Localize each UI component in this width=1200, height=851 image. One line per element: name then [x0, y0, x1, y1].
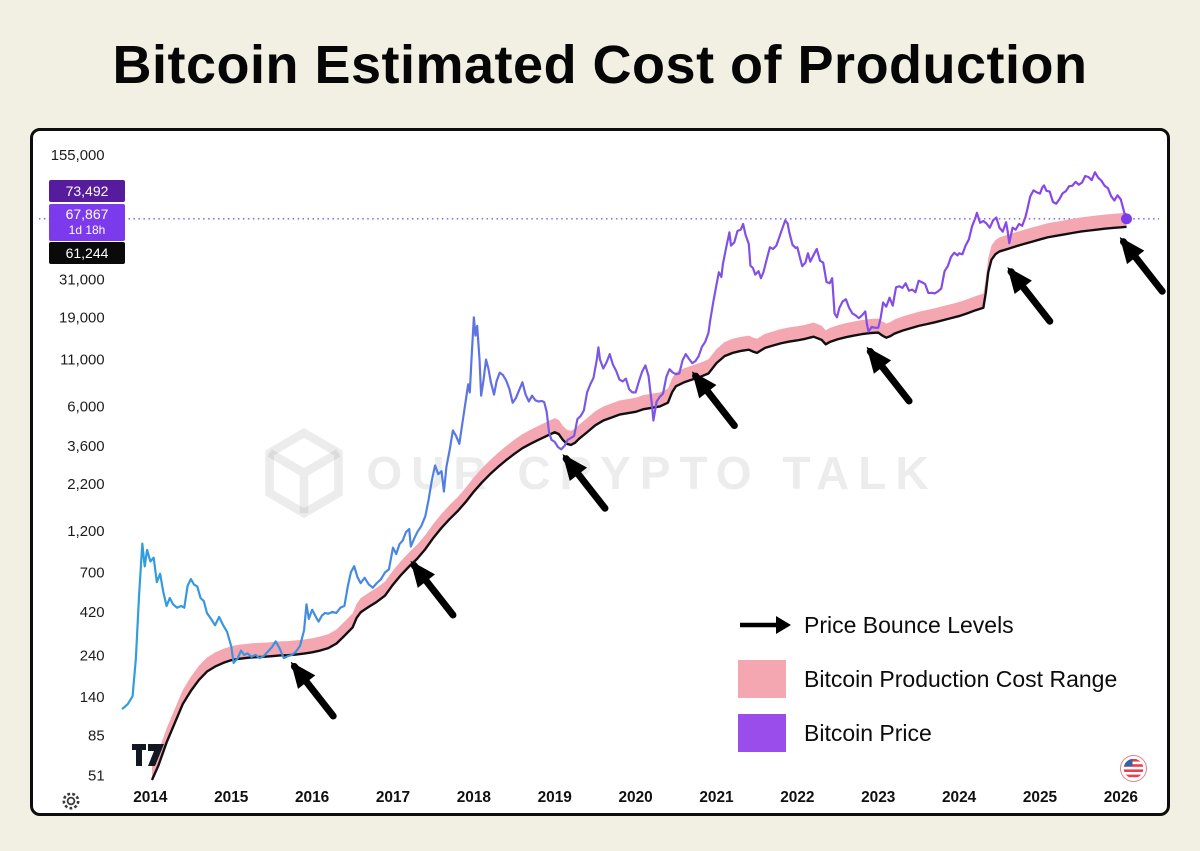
- legend-item-cost-range: Bitcoin Production Cost Range: [738, 659, 1117, 699]
- x-axis-tick-label: 2025: [1023, 789, 1058, 806]
- y-axis-tick-label: 420: [80, 606, 105, 622]
- y-axis-tick-label: 31,000: [59, 273, 105, 289]
- x-axis-tick-label: 2016: [295, 789, 329, 806]
- price-badge-current: 67,867 1d 18h: [49, 204, 125, 242]
- x-axis-tick-label: 2026: [1104, 789, 1138, 806]
- y-axis-tick-label: 85: [88, 729, 105, 745]
- page-title: Bitcoin Estimated Cost of Production: [112, 35, 1088, 95]
- legend-label-bitcoin-price: Bitcoin Price: [804, 719, 932, 746]
- y-axis-tick-label: 2,200: [67, 477, 104, 493]
- x-axis-tick-label: 2019: [538, 789, 572, 806]
- y-axis-tick-label: 6,000: [67, 400, 104, 416]
- bitcoin-price-line: [121, 171, 1128, 711]
- bitcoin-price-swatch: [738, 714, 786, 753]
- x-axis-tick-label: 2020: [618, 789, 652, 806]
- bounce-arrow: [866, 347, 913, 405]
- legend-item-bounce-levels: Price Bounce Levels: [738, 605, 1117, 645]
- bounce-arrow: [691, 371, 738, 430]
- x-axis-tick-label: 2018: [457, 789, 492, 806]
- x-axis-tick-label: 2022: [780, 789, 814, 806]
- us-flag-icon: [1120, 755, 1147, 787]
- chart-legend: Price Bounce Levels Bitcoin Production C…: [738, 605, 1117, 767]
- cost-range-swatch: [738, 660, 786, 699]
- y-axis-tick-label: 1,200: [67, 524, 104, 540]
- current-price-value: 67,867: [65, 206, 109, 223]
- x-axis-tick-label: 2021: [699, 789, 734, 806]
- bounce-arrow: [1007, 267, 1054, 326]
- y-axis-tick-label: 140: [80, 691, 105, 707]
- bounce-arrow: [410, 561, 457, 619]
- legend-item-bitcoin-price: Bitcoin Price: [738, 713, 1117, 753]
- x-axis-tick-label: 2015: [214, 789, 249, 806]
- last-price-dot: [1121, 213, 1132, 225]
- y-axis-tick-label: 240: [80, 649, 105, 665]
- x-axis-tick-label: 2017: [376, 789, 410, 806]
- y-axis-tick-label: 155,000: [51, 148, 105, 164]
- y-axis-tick-label: 11,000: [60, 353, 104, 369]
- arrow-icon: [738, 614, 794, 636]
- halving-countdown: 1d 18h: [68, 223, 106, 238]
- tradingview-logo-icon[interactable]: [131, 743, 165, 772]
- bounce-arrow: [1119, 237, 1166, 296]
- y-axis-tick-label: 19,000: [59, 311, 105, 327]
- production-cost-chart: 155,000 31,000 19,000 11,000 6,000 3,600 2,200…: [38, 148, 1166, 806]
- chart-panel: OUR CRYPTO TALK 155,000 31,000 19,000 11,00…: [30, 128, 1170, 817]
- x-axis-tick-label: 2014: [133, 789, 168, 806]
- bounce-arrow: [290, 662, 337, 720]
- settings-gear-icon[interactable]: [61, 791, 81, 816]
- price-badge-band-top: 73,492: [49, 180, 125, 203]
- production-cost-floor-line: [150, 225, 1127, 781]
- y-axis-tick-label: 3,600: [67, 439, 104, 455]
- legend-label-cost-range: Bitcoin Production Cost Range: [804, 665, 1118, 692]
- y-axis-tick-label: 700: [80, 566, 105, 582]
- price-badge-floor: 61,244: [49, 242, 125, 265]
- y-axis-tick-label: 51: [88, 769, 105, 785]
- legend-label-bounce-levels: Price Bounce Levels: [804, 611, 1014, 638]
- x-axis-tick-label: 2024: [942, 789, 977, 806]
- x-axis-tick-label: 2023: [861, 789, 895, 806]
- bounce-arrow: [562, 454, 609, 513]
